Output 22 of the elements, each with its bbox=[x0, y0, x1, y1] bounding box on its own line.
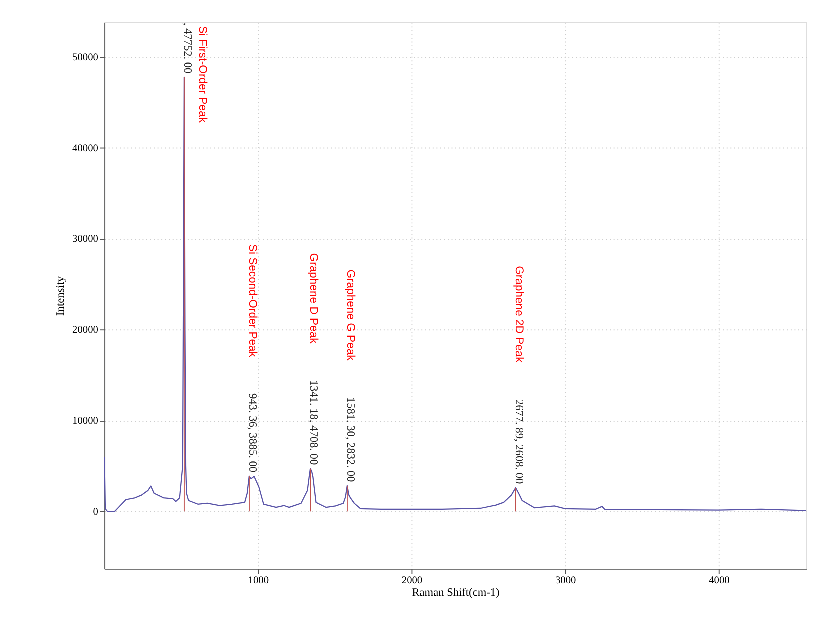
y-tick-label: 20000 bbox=[72, 325, 98, 336]
annotation: 2677. 89, 2608. 00 bbox=[512, 399, 525, 485]
annotation: 1581. 30, 2832. 00 bbox=[344, 397, 356, 482]
x-tick-label: 3000 bbox=[555, 576, 576, 587]
x-tick-label: 2000 bbox=[402, 576, 423, 587]
annotation: Graphene D Peak bbox=[308, 253, 320, 344]
annotation: Graphene G Peak bbox=[344, 270, 356, 362]
annotation: Graphene 2D Peak bbox=[512, 266, 525, 364]
y-tick-label: 50000 bbox=[72, 52, 98, 64]
annotation: Si Second-Order Peak bbox=[246, 244, 258, 358]
y-tick-label: 40000 bbox=[72, 143, 98, 154]
x-axis-title: Raman Shift(cm-1) bbox=[412, 586, 500, 599]
y-tick-label: 0 bbox=[93, 506, 98, 518]
annotation: 1341. 18, 4708. 00 bbox=[308, 380, 320, 466]
annotation: Si First-Order Peak bbox=[196, 26, 209, 124]
x-tick-label: 1000 bbox=[248, 576, 270, 587]
y-tick-label: 10000 bbox=[72, 416, 98, 428]
x-tick-label: 4000 bbox=[709, 576, 730, 587]
annotation: 943. 36, 3885. 00 bbox=[246, 394, 258, 473]
annotation: , 47752. 00 bbox=[181, 22, 194, 74]
y-axis-title: Intensity bbox=[55, 276, 68, 316]
y-tick-label: 30000 bbox=[72, 234, 98, 246]
